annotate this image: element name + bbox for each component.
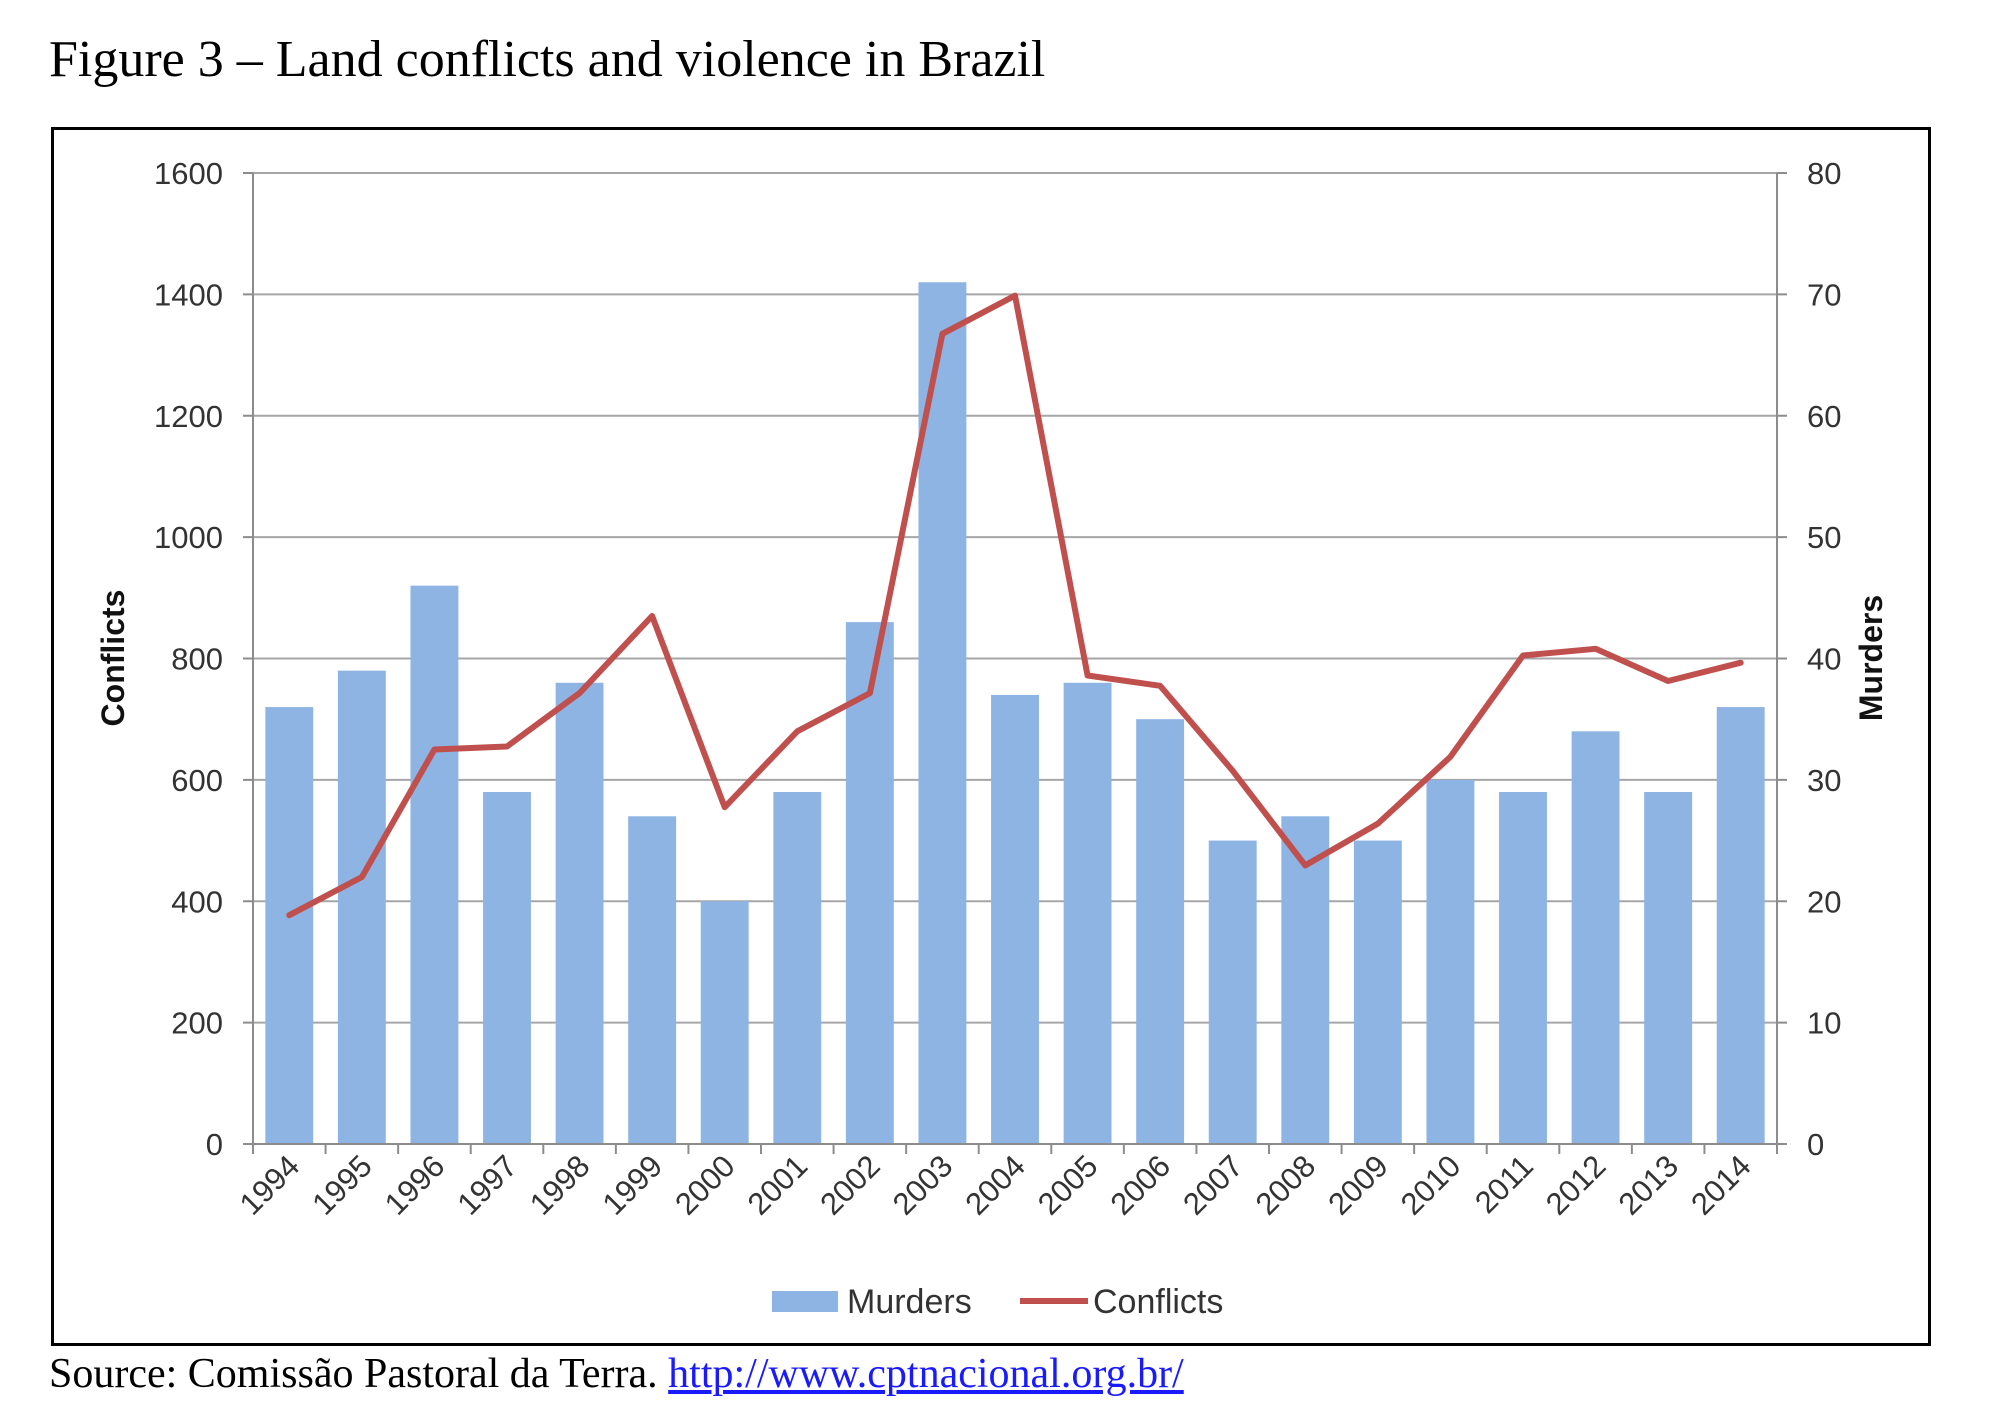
legend-murders-swatch bbox=[772, 1291, 838, 1312]
x-label-2006: 2006 bbox=[1104, 1148, 1178, 1222]
x-label-2003: 2003 bbox=[886, 1148, 960, 1222]
conflicts-point-2012 bbox=[1594, 647, 1597, 650]
conflicts-point-2007 bbox=[1231, 769, 1234, 772]
conflicts-point-2006 bbox=[1159, 684, 1162, 687]
x-label-2014: 2014 bbox=[1684, 1148, 1758, 1222]
bar-2010 bbox=[1426, 779, 1475, 1144]
conflicts-point-1999 bbox=[651, 615, 654, 618]
legend-murders-label: Murders bbox=[847, 1283, 972, 1321]
x-label-1998: 1998 bbox=[523, 1148, 597, 1222]
left-axis-title: Conflicts bbox=[95, 590, 131, 727]
left-tick-label-6: 1200 bbox=[154, 399, 223, 434]
bar-1997 bbox=[483, 792, 531, 1144]
x-label-2013: 2013 bbox=[1612, 1148, 1686, 1222]
conflicts-point-2004 bbox=[1014, 294, 1016, 297]
bar-2012 bbox=[1571, 731, 1620, 1144]
left-tick-label-5: 1000 bbox=[154, 520, 223, 555]
conflicts-point-2002 bbox=[868, 692, 871, 695]
conflicts-point-2003 bbox=[941, 332, 944, 335]
conflicts-point-1995 bbox=[360, 875, 363, 878]
bar-1996 bbox=[410, 585, 459, 1144]
x-label-2000: 2000 bbox=[668, 1148, 742, 1222]
bar-2011 bbox=[1499, 792, 1547, 1144]
left-tick-label-8: 1600 bbox=[154, 156, 223, 191]
bar-2013 bbox=[1644, 792, 1693, 1144]
x-label-2004: 2004 bbox=[958, 1148, 1032, 1222]
conflicts-line bbox=[286, 292, 1744, 919]
right-axis-ticks: 0 10 20 30 40 50 60 70 80 bbox=[1777, 156, 1841, 1162]
bar-1998 bbox=[555, 682, 604, 1144]
right-tick-label-4: 40 bbox=[1807, 642, 1841, 677]
conflicts-point-2011 bbox=[1522, 654, 1524, 657]
x-label-2005: 2005 bbox=[1031, 1148, 1105, 1222]
x-label-2008: 2008 bbox=[1249, 1148, 1323, 1222]
x-label-1996: 1996 bbox=[378, 1148, 452, 1222]
conflicts-point-2005 bbox=[1086, 674, 1089, 677]
figure-title: Figure 3 – Land conflicts and violence i… bbox=[49, 31, 1046, 88]
conflicts-point-2013 bbox=[1667, 679, 1670, 682]
x-label-1995: 1995 bbox=[305, 1148, 379, 1222]
bar-1994 bbox=[265, 707, 314, 1144]
conflicts-point-2009 bbox=[1376, 822, 1379, 825]
bar-2004 bbox=[991, 694, 1039, 1144]
right-tick-label-2: 20 bbox=[1807, 884, 1841, 919]
bar-2014 bbox=[1716, 707, 1765, 1144]
right-tick-label-5: 50 bbox=[1807, 520, 1841, 555]
source-link[interactable]: http://www.cptnacional.org.br/ bbox=[668, 1351, 1184, 1397]
conflicts-point-1998 bbox=[578, 692, 581, 695]
conflicts-point-2008 bbox=[1304, 864, 1307, 867]
right-tick-label-3: 30 bbox=[1807, 763, 1841, 798]
murders-bars bbox=[265, 282, 1765, 1144]
conflicts-point-2001 bbox=[796, 730, 799, 733]
left-tick-label-4: 800 bbox=[171, 642, 223, 677]
left-tick-label-2: 400 bbox=[171, 884, 223, 919]
conflicts-point-2014 bbox=[1739, 661, 1742, 664]
source-text: Source: Comissão Pastoral da Terra. bbox=[49, 1351, 658, 1397]
x-label-2002: 2002 bbox=[813, 1148, 887, 1222]
x-label-1994: 1994 bbox=[233, 1148, 307, 1222]
x-label-1999: 1999 bbox=[596, 1148, 670, 1222]
bar-2009 bbox=[1353, 840, 1402, 1144]
left-tick-label-7: 1400 bbox=[154, 277, 223, 312]
chart-frame bbox=[51, 127, 1931, 1346]
bar-2007 bbox=[1208, 840, 1257, 1144]
right-tick-label-7: 70 bbox=[1807, 277, 1841, 312]
x-axis-labels: 1994 1995 1996 1997 1998 1999 2000 2001 2002 2003… bbox=[233, 1148, 1758, 1222]
bar-2008 bbox=[1281, 816, 1330, 1144]
bar-2002 bbox=[845, 622, 894, 1144]
left-tick-label-0: 0 bbox=[206, 1127, 223, 1162]
bar-2006 bbox=[1136, 719, 1185, 1144]
legend: Murders Conflicts bbox=[772, 1283, 1223, 1321]
x-label-2001: 2001 bbox=[741, 1148, 815, 1222]
left-tick-label-1: 200 bbox=[171, 1006, 223, 1041]
bar-2001 bbox=[773, 792, 822, 1144]
left-tick-label-3: 600 bbox=[171, 763, 223, 798]
x-label-1997: 1997 bbox=[450, 1148, 524, 1222]
right-tick-label-1: 10 bbox=[1807, 1006, 1841, 1041]
right-tick-label-0: 0 bbox=[1807, 1127, 1824, 1162]
legend-conflicts-label: Conflicts bbox=[1093, 1283, 1223, 1321]
left-axis-ticks: 0 200 400 600 800 1000 1200 1400 1600 bbox=[154, 156, 253, 1162]
x-label-2007: 2007 bbox=[1176, 1148, 1250, 1222]
x-label-2012: 2012 bbox=[1539, 1148, 1613, 1222]
conflicts-point-1997 bbox=[506, 745, 508, 748]
right-axis-title: Murders bbox=[1853, 595, 1889, 721]
conflicts-point-2000 bbox=[723, 806, 726, 809]
conflicts-point-2010 bbox=[1449, 755, 1452, 758]
bar-1995 bbox=[337, 670, 386, 1144]
x-label-2010: 2010 bbox=[1394, 1148, 1468, 1222]
bar-2005 bbox=[1063, 682, 1112, 1144]
right-tick-label-8: 80 bbox=[1807, 156, 1841, 191]
bar-1999 bbox=[628, 816, 677, 1144]
conflicts-point-1996 bbox=[433, 748, 436, 751]
x-label-2009: 2009 bbox=[1321, 1148, 1395, 1222]
x-label-2011: 2011 bbox=[1468, 1148, 1540, 1220]
bar-2000 bbox=[700, 901, 749, 1144]
conflicts-point-1994 bbox=[288, 914, 291, 917]
source-note: Source: Comissão Pastoral da Terra. http… bbox=[49, 1350, 1184, 1398]
right-tick-label-6: 60 bbox=[1807, 399, 1841, 434]
